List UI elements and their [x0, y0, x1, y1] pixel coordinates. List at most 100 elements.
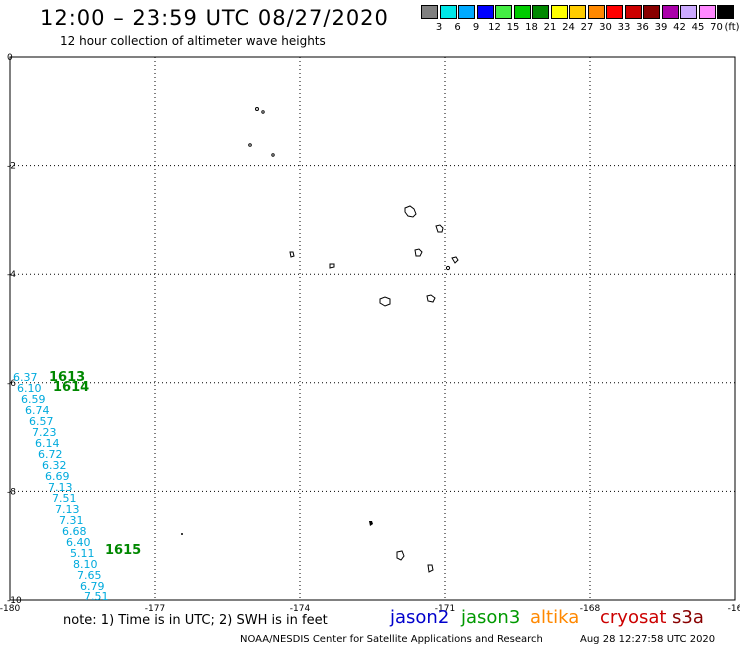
wave-height-value: 6.32 — [42, 459, 67, 472]
scale-label: 27 — [580, 22, 594, 33]
scale-label: 18 — [525, 22, 538, 33]
longitude-label: -168 — [580, 604, 601, 614]
generated-timestamp: Aug 28 12:27:58 UTC 2020 — [580, 634, 716, 645]
scale-unit: (ft) — [724, 22, 740, 33]
island — [271, 153, 275, 157]
scale-swatch — [698, 5, 716, 19]
scale-label: 24 — [562, 22, 575, 33]
scale-label: 6 — [454, 22, 461, 33]
scale-label: 3 — [435, 22, 443, 33]
scale-swatch — [643, 5, 660, 19]
scale-swatch — [421, 5, 438, 19]
scale-swatch — [680, 5, 697, 19]
island — [255, 107, 259, 111]
longitude-label: -171 — [435, 604, 455, 614]
scale-label: 15 — [506, 22, 520, 33]
satellite-s3a: s3a — [672, 607, 704, 628]
scale-swatch — [458, 5, 475, 19]
map-subtitle: 12 hour collection of altimeter wave hei… — [60, 34, 326, 48]
scale-swatch — [439, 5, 457, 19]
wave-height-value: 6.59 — [21, 393, 46, 406]
satellite-cryosat: cryosat — [600, 607, 667, 628]
scale-label: 12 — [488, 22, 501, 33]
wave-height-value: 6.79 — [80, 580, 105, 593]
satellite-jason2: jason2 — [390, 607, 450, 628]
scale-swatch — [661, 5, 679, 19]
wave-height-value: 6.40 — [66, 536, 91, 549]
map-frame — [9, 56, 736, 601]
scale-label: 45 — [691, 22, 705, 33]
scale-label: 39 — [654, 22, 668, 33]
scale-swatch — [532, 5, 549, 19]
latitude-label: 0 — [7, 53, 13, 63]
wave-height-value: 8.10 — [73, 558, 98, 571]
island — [427, 564, 434, 573]
wave-height-value: 7.23 — [32, 426, 57, 439]
wave-height-value: 6.68 — [62, 525, 87, 538]
wave-height-value: 6.69 — [45, 470, 70, 483]
map-grid: 0 -2 -4 -6 -8 -10-180 -177 -174 -171 -168 -16 — [0, 53, 740, 614]
satellite-jason3: jason3 — [461, 607, 521, 628]
wave-height-value: 6.14 — [35, 437, 60, 450]
pass-time-label: 1614 — [53, 380, 90, 395]
wave-height-value: 7.65 — [77, 569, 102, 582]
scale-swatch — [550, 5, 568, 19]
island — [329, 263, 335, 269]
latitude-label: -4 — [7, 270, 16, 280]
longitude-label: -180 — [0, 604, 20, 614]
wave-height-value: 6.57 — [29, 415, 54, 428]
scale-swatch — [717, 5, 734, 19]
scale-label: 33 — [617, 22, 631, 33]
footer-note: note: 1) Time is in UTC; 2) SWH is in fe… — [63, 613, 328, 628]
latitude-label: -6 — [7, 379, 16, 389]
wave-height-value: 7.13 — [55, 503, 80, 516]
scale-swatch — [606, 5, 623, 19]
wave-height-value: 6.74 — [25, 404, 50, 417]
latitude-label: -8 — [7, 487, 16, 497]
island-outlines — [181, 107, 459, 573]
scale-swatch — [587, 5, 605, 19]
scale-swatch — [624, 5, 642, 19]
island — [181, 533, 183, 535]
island — [396, 550, 405, 561]
longitude-label: -174 — [290, 604, 311, 614]
longitude-label: -177 — [145, 604, 165, 614]
wave-height-value: 6.10 — [17, 382, 42, 395]
wave-height-value: 6.37 — [13, 371, 38, 384]
pass-time-label: 1615 — [105, 543, 142, 558]
island — [426, 294, 436, 303]
island — [451, 256, 459, 264]
credit-line: NOAA/NESDIS Center for Satellite Applica… — [240, 634, 543, 645]
latitude-label: -10 — [7, 596, 22, 606]
island — [379, 296, 391, 307]
wave-height-value: 6.72 — [38, 448, 63, 461]
island — [414, 248, 423, 257]
island — [369, 521, 373, 526]
island — [261, 110, 265, 114]
island — [404, 205, 417, 218]
latitude-label: -2 — [7, 162, 16, 172]
satellite-altika: altika — [530, 607, 580, 628]
scale-label: 70 — [710, 22, 723, 33]
longitude-label: -16 — [728, 604, 740, 614]
scale-swatch — [476, 5, 494, 19]
wave-height-value: 7.51 — [84, 590, 109, 603]
map-title: 12:00 – 23:59 UTC 08/27/2020 — [40, 6, 389, 30]
island — [289, 251, 295, 258]
scale-label: 21 — [543, 22, 557, 33]
scale-label: 36 — [636, 22, 649, 33]
island — [248, 143, 252, 147]
wave-height-value: 5.11 — [70, 547, 95, 560]
island — [435, 224, 444, 233]
scale-label: 30 — [599, 22, 612, 33]
pass-time-label: 1613 — [49, 370, 86, 385]
wave-height-value: 7.51 — [52, 492, 77, 505]
wave-height-value: 7.31 — [59, 514, 84, 527]
scale-swatch — [569, 5, 586, 19]
island — [445, 265, 451, 271]
scale-swatch — [513, 5, 531, 19]
scale-label: 42 — [673, 22, 686, 33]
wave-height-value: 7.13 — [48, 481, 73, 494]
scale-swatch — [495, 5, 512, 19]
